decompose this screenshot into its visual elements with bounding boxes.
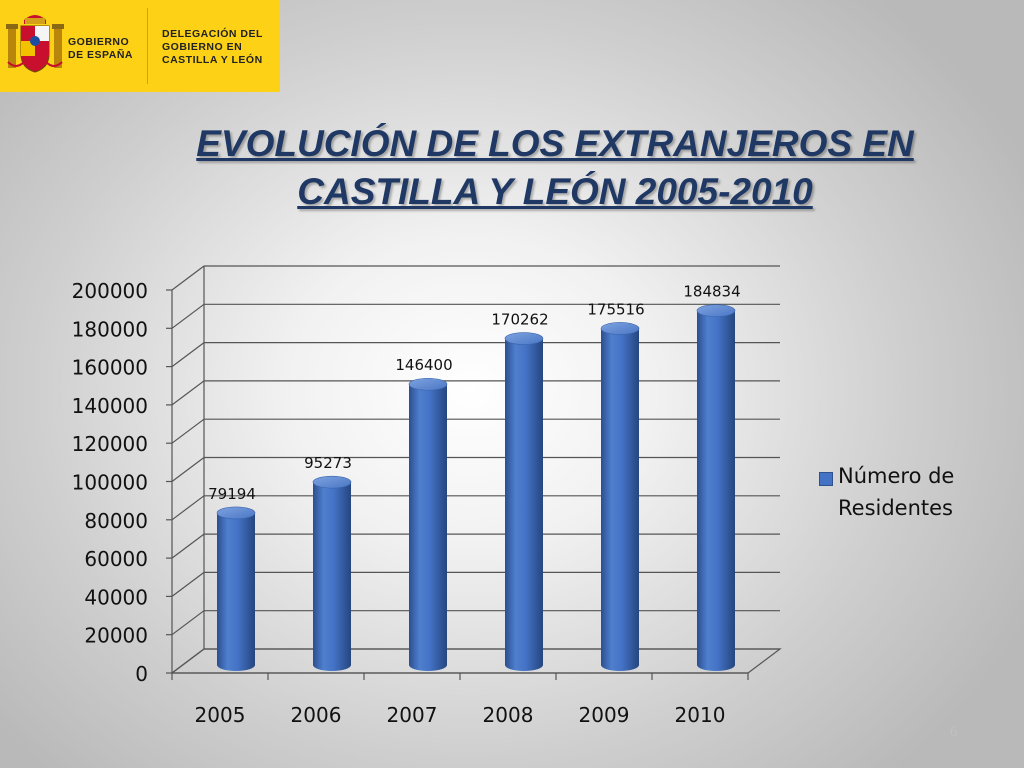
bar <box>409 384 447 671</box>
y-tick-label: 20000 <box>84 624 148 648</box>
legend-label: Número de Residentes <box>838 464 955 520</box>
bar <box>697 310 735 671</box>
data-label: 79194 <box>208 485 256 503</box>
bar <box>217 512 255 671</box>
gridline-diagonal <box>171 571 205 597</box>
bar-top <box>600 322 640 335</box>
y-tick-label: 160000 <box>72 356 148 380</box>
y-tick-label: 120000 <box>72 432 148 456</box>
gobierno-espana-text: GOBIERNO DE ESPAÑA <box>68 36 133 61</box>
gridline-diagonal <box>171 533 205 559</box>
gridline-diagonal <box>171 265 205 291</box>
gridline-diagonal <box>171 457 205 482</box>
bar-top <box>216 506 256 520</box>
y-tick-label: 60000 <box>84 547 148 571</box>
page-number: 6 <box>950 724 958 740</box>
y-tick-label: 200000 <box>72 279 148 303</box>
x-tick-label: 2008 <box>483 703 534 727</box>
data-label: 95273 <box>304 454 352 472</box>
x-tick-label: 2009 <box>579 703 630 727</box>
y-tick-label: 180000 <box>72 317 148 341</box>
gridline-diagonal <box>171 303 205 329</box>
coat-of-arms-logo <box>6 15 64 73</box>
gridline-diagonal <box>171 418 205 444</box>
legend-swatch <box>819 472 833 486</box>
chart-floor <box>170 648 782 674</box>
bar <box>313 482 351 671</box>
data-label: 170262 <box>491 311 548 329</box>
y-tick-label: 80000 <box>84 509 148 533</box>
bar-top <box>312 475 352 489</box>
delegacion-text: DELEGACIÓN DEL GOBIERNO EN CASTILLA Y LE… <box>162 28 263 66</box>
gridline-diagonal <box>171 342 205 368</box>
gridline-diagonal <box>171 610 205 636</box>
y-tick-label: 0 <box>135 662 148 686</box>
gridline-diagonal <box>171 380 205 406</box>
y-tick-label: 100000 <box>72 471 148 495</box>
bar-top <box>408 377 448 391</box>
bar-top <box>504 332 544 345</box>
data-label: 184834 <box>683 283 740 301</box>
y-tick-label: 40000 <box>84 585 148 609</box>
header-banner: GOBIERNO DE ESPAÑA DELEGACIÓN DEL GOBIER… <box>0 0 280 92</box>
gridline-diagonal <box>171 495 205 521</box>
x-tick-label: 2006 <box>291 703 342 727</box>
x-tick-label: 2007 <box>387 703 438 727</box>
x-tick-label: 2010 <box>675 703 726 727</box>
bar <box>601 328 639 671</box>
x-tick-label: 2005 <box>195 703 246 727</box>
bar <box>505 338 543 671</box>
header-divider <box>147 8 148 84</box>
y-tick-label: 140000 <box>72 394 148 418</box>
slide-title: EVOLUCIÓN DE LOS EXTRANJEROS EN CASTILLA… <box>196 123 914 212</box>
data-label: 146400 <box>395 356 452 374</box>
data-label: 175516 <box>587 300 644 318</box>
bar-top <box>696 304 736 317</box>
